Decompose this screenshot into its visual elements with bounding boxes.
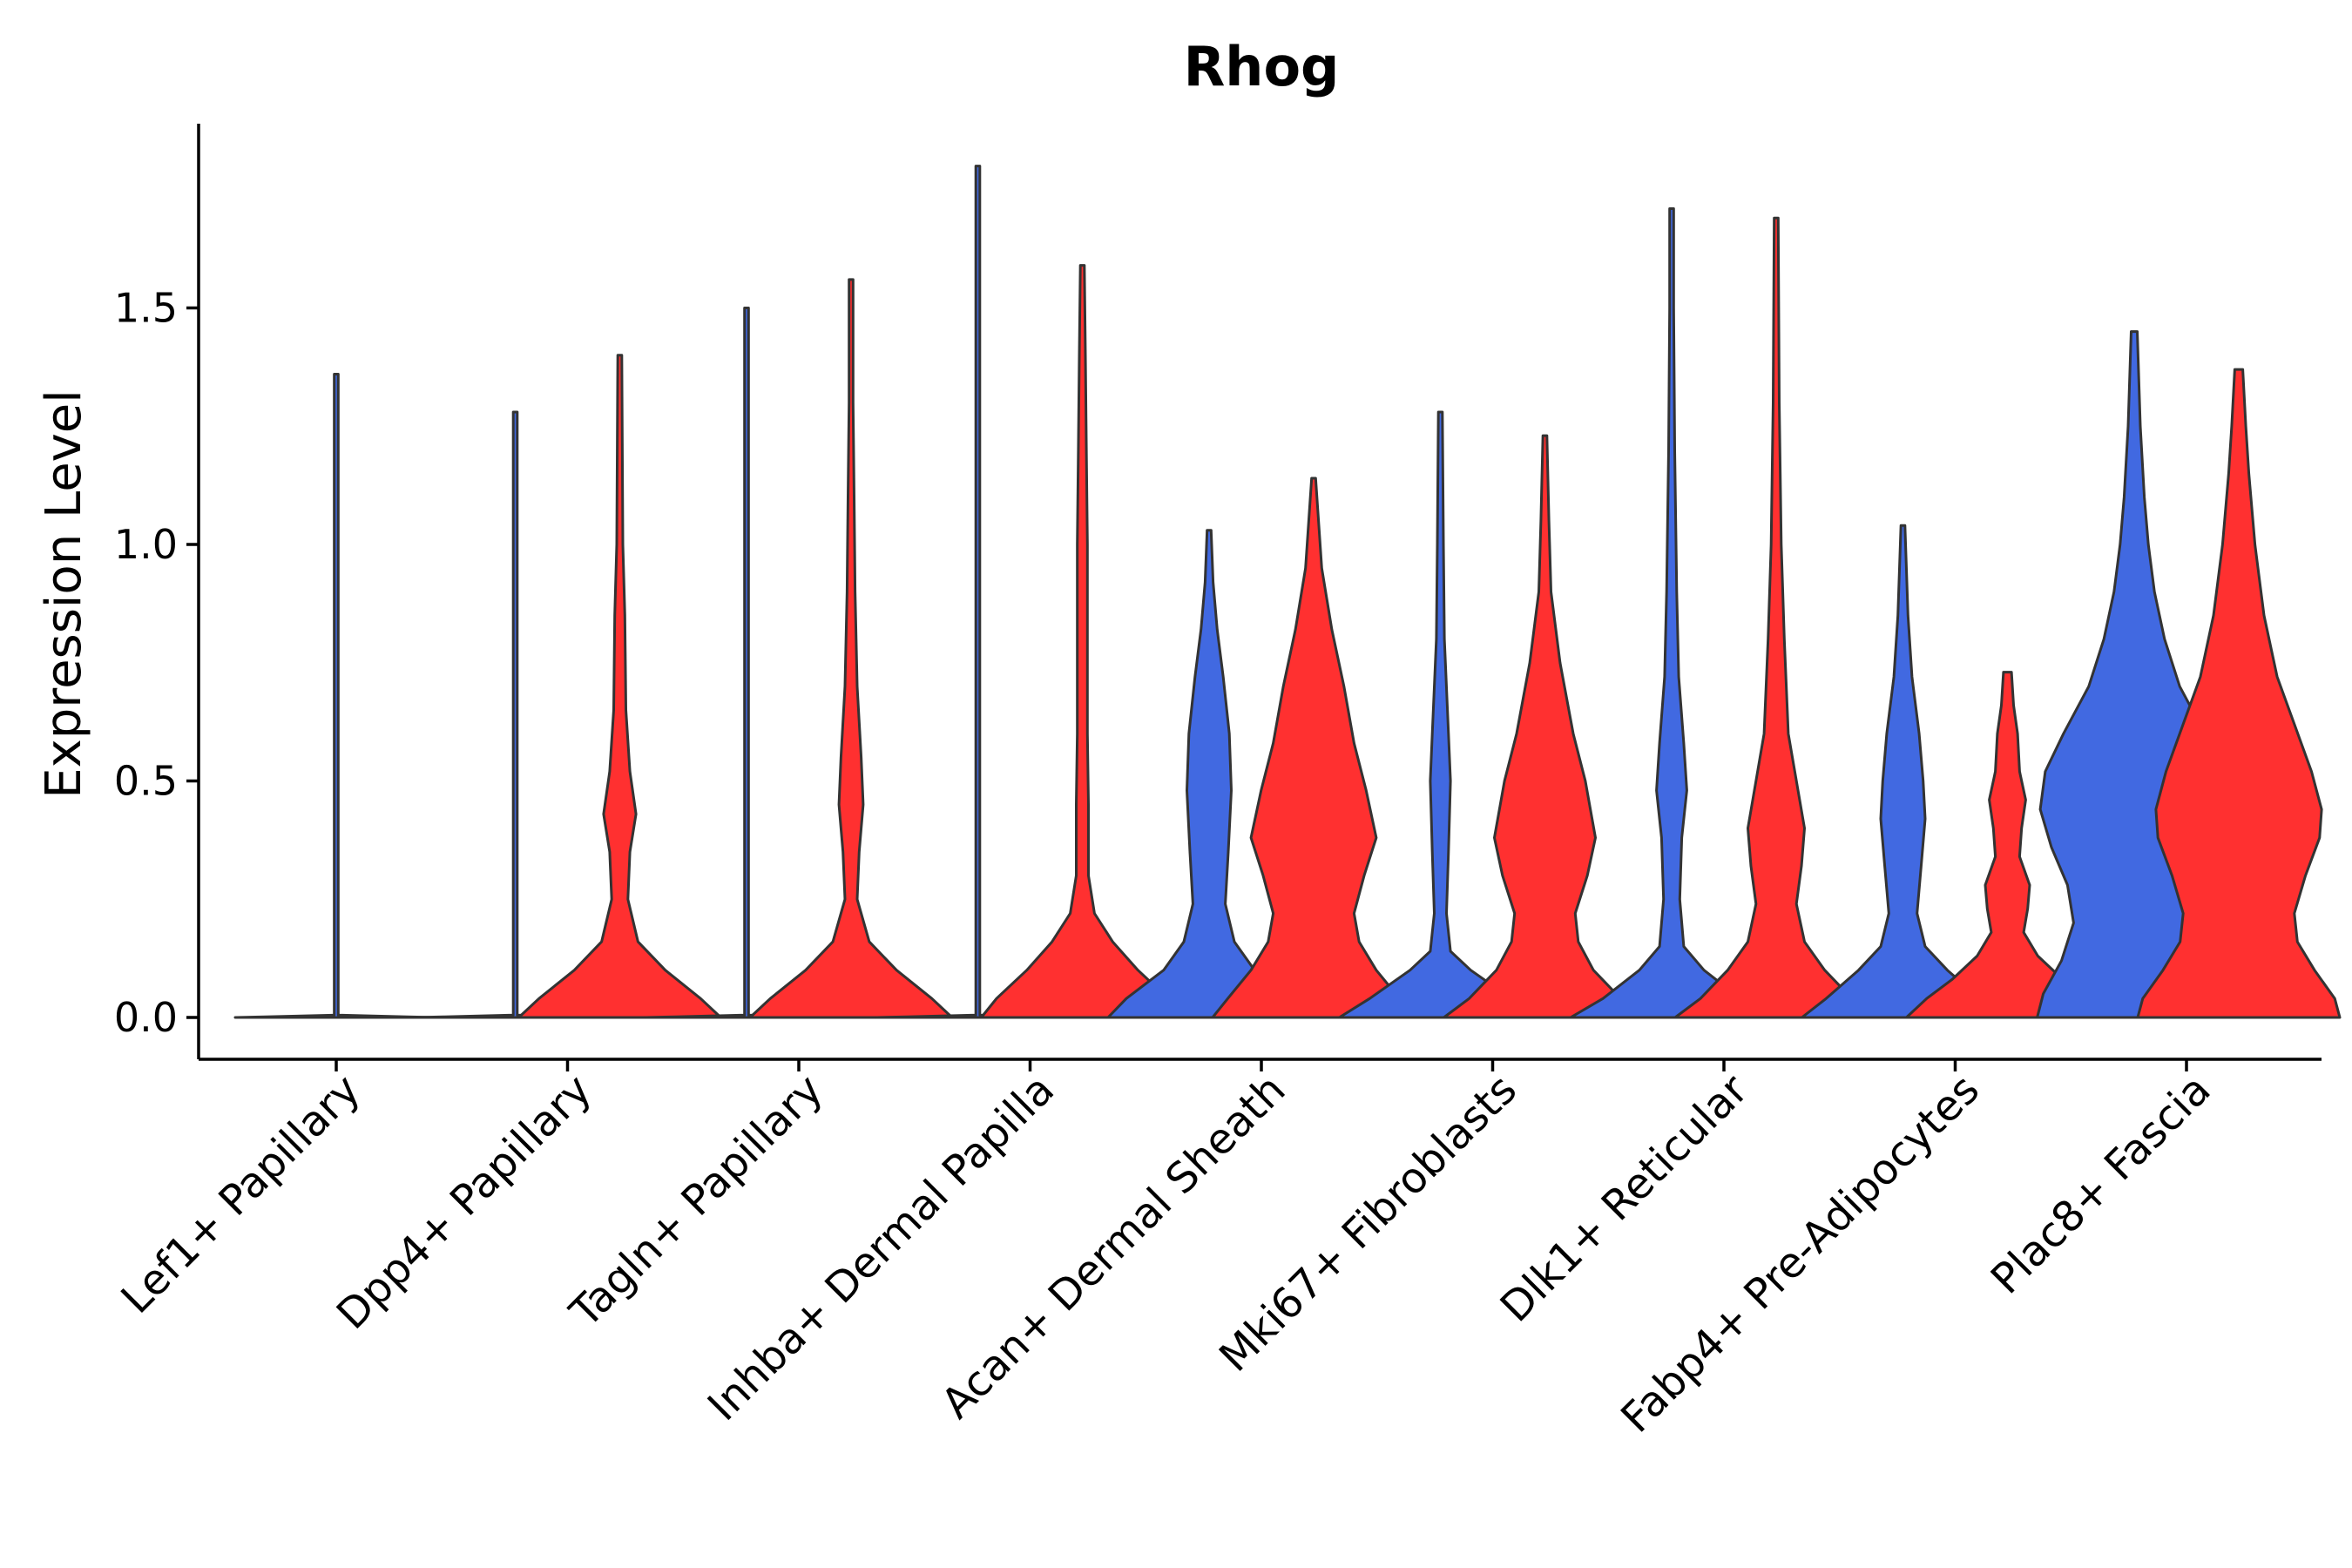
violin-plac8-fascia-group2 [2136, 368, 2342, 1019]
x-tick-label: Dpp4+ Papillary [328, 1065, 601, 1339]
y-tick-label: 1.0 [114, 521, 178, 568]
x-tick-label: Tagln+ Papillary [560, 1065, 832, 1337]
y-tick-label: 0.5 [114, 758, 178, 805]
violin-tagln-papillary-group2 [748, 278, 954, 1019]
y-axis-label: Expression Level [36, 389, 92, 799]
violin-dpp4-papillary-group1 [413, 410, 618, 1019]
violin-acan-dermal-sheath-group1 [1106, 529, 1312, 1019]
violin-marks [233, 165, 2342, 1019]
x-tick-label: Lef1+ Papillary [112, 1065, 370, 1323]
violin-dlk1-reticular-group1 [1569, 207, 1774, 1019]
y-tick-label: 1.5 [114, 285, 178, 332]
x-tick-label: Plac8+ Fascia [1982, 1065, 2220, 1304]
violin-lef1-papillary-group1 [233, 373, 439, 1019]
violin-inhba-dermal-papilla-group1 [875, 165, 1080, 1019]
violin-fabp4-pre-adipocytes-group1 [1801, 524, 2005, 1019]
violin-fabp4-pre-adipocytes-group2 [1905, 671, 2110, 1019]
y-axis: 0.0 0.5 1.0 1.5 [114, 124, 200, 1059]
violin-inhba-dermal-papilla-group2 [980, 264, 1185, 1019]
violin-mki67-fibroblasts-group1 [1338, 410, 1543, 1019]
violin-acan-dermal-sheath-group2 [1211, 476, 1416, 1019]
chart-title: Rhog [1184, 35, 1340, 98]
violin-mki67-fibroblasts-group2 [1443, 434, 1647, 1019]
y-tick-label: 0.0 [114, 994, 178, 1041]
violin-dlk1-reticular-group2 [1673, 216, 1879, 1019]
x-tick-label: Dlk1+ Reticular [1491, 1065, 1758, 1332]
x-axis [199, 1058, 2322, 1071]
violin-tagln-papillary-group1 [644, 307, 849, 1019]
violin-dpp4-papillary-group2 [517, 354, 722, 1019]
